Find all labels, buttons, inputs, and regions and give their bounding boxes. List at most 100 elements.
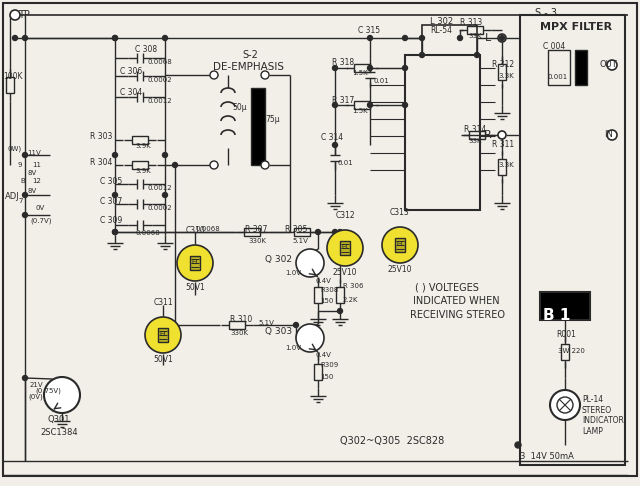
Text: 3W 220: 3W 220 bbox=[558, 348, 585, 354]
Circle shape bbox=[419, 35, 424, 40]
Circle shape bbox=[22, 212, 28, 218]
Text: RL-54: RL-54 bbox=[430, 26, 452, 35]
Bar bbox=[498, 159, 506, 175]
Text: Θ: Θ bbox=[191, 259, 196, 265]
Bar bbox=[158, 328, 168, 342]
Text: 330K: 330K bbox=[230, 330, 248, 336]
Text: 0V: 0V bbox=[36, 205, 45, 211]
Text: C 304: C 304 bbox=[120, 88, 142, 97]
Text: R 317: R 317 bbox=[332, 96, 355, 105]
Bar bbox=[467, 26, 483, 34]
Text: 12: 12 bbox=[32, 178, 41, 184]
Text: R308: R308 bbox=[320, 287, 339, 293]
Circle shape bbox=[327, 230, 363, 266]
Bar bbox=[422, 25, 477, 55]
Text: (0.75V): (0.75V) bbox=[35, 388, 61, 395]
Text: Θ: Θ bbox=[396, 241, 402, 247]
Text: 0.4V: 0.4V bbox=[315, 278, 331, 284]
Text: R 306: R 306 bbox=[343, 283, 364, 289]
Circle shape bbox=[261, 71, 269, 79]
Bar bbox=[354, 101, 370, 109]
Circle shape bbox=[163, 153, 168, 157]
Bar bbox=[229, 321, 245, 329]
Text: Θ: Θ bbox=[159, 331, 164, 337]
Text: 33K: 33K bbox=[468, 33, 481, 39]
Circle shape bbox=[337, 229, 342, 235]
Bar bbox=[190, 256, 200, 270]
Text: 50μ: 50μ bbox=[232, 104, 246, 112]
Bar bbox=[6, 77, 14, 93]
Text: 8V: 8V bbox=[27, 188, 36, 194]
Text: C 306: C 306 bbox=[120, 67, 142, 76]
Circle shape bbox=[403, 103, 408, 107]
Bar bbox=[469, 131, 485, 139]
Text: C311: C311 bbox=[153, 298, 173, 307]
Text: C312: C312 bbox=[335, 211, 355, 220]
Text: 0.01: 0.01 bbox=[338, 160, 354, 166]
Circle shape bbox=[22, 376, 28, 381]
Circle shape bbox=[113, 35, 118, 40]
Circle shape bbox=[113, 153, 118, 157]
Text: Q 303: Q 303 bbox=[265, 327, 292, 336]
Text: R 304: R 304 bbox=[90, 158, 113, 167]
Text: 0.0068: 0.0068 bbox=[147, 59, 172, 65]
Text: C 307: C 307 bbox=[100, 197, 122, 206]
Bar bbox=[561, 344, 569, 360]
Text: 50V1: 50V1 bbox=[153, 355, 173, 364]
Text: R 307: R 307 bbox=[245, 225, 268, 234]
Circle shape bbox=[607, 130, 617, 140]
Text: 21V: 21V bbox=[30, 382, 44, 388]
Bar bbox=[314, 287, 322, 303]
Circle shape bbox=[333, 142, 337, 147]
Circle shape bbox=[210, 71, 218, 79]
Text: 0.0002: 0.0002 bbox=[147, 205, 172, 211]
Circle shape bbox=[382, 227, 418, 263]
Circle shape bbox=[261, 161, 269, 169]
Text: 2.2K: 2.2K bbox=[343, 297, 358, 303]
Text: B: B bbox=[20, 178, 25, 184]
Text: Θ: Θ bbox=[341, 244, 347, 250]
Text: L 302: L 302 bbox=[430, 17, 453, 26]
Text: LAMP: LAMP bbox=[582, 427, 603, 436]
Bar bbox=[251, 88, 265, 165]
Bar bbox=[540, 292, 590, 320]
Text: PL-14: PL-14 bbox=[582, 395, 603, 404]
Circle shape bbox=[333, 66, 337, 70]
Text: 0.0002: 0.0002 bbox=[147, 77, 172, 83]
Circle shape bbox=[145, 317, 181, 353]
Text: C310: C310 bbox=[185, 226, 205, 235]
Text: 5.1V: 5.1V bbox=[258, 320, 274, 326]
Circle shape bbox=[113, 229, 118, 235]
Circle shape bbox=[498, 34, 506, 42]
Bar bbox=[340, 241, 350, 255]
Text: 3.3K: 3.3K bbox=[498, 73, 514, 79]
Text: 150: 150 bbox=[320, 374, 333, 380]
Bar bbox=[294, 228, 310, 236]
Text: 3.9K: 3.9K bbox=[135, 168, 151, 174]
Circle shape bbox=[499, 35, 504, 40]
Text: 33K: 33K bbox=[468, 138, 481, 144]
Circle shape bbox=[113, 192, 118, 197]
Text: 0.4V: 0.4V bbox=[315, 352, 331, 358]
Text: IN: IN bbox=[604, 130, 613, 139]
Text: 0.0012: 0.0012 bbox=[147, 98, 172, 104]
Circle shape bbox=[22, 153, 28, 157]
Circle shape bbox=[10, 10, 20, 20]
Circle shape bbox=[316, 229, 321, 235]
Text: Q 302: Q 302 bbox=[265, 255, 292, 264]
Text: R 311: R 311 bbox=[492, 140, 514, 149]
Text: 11V: 11V bbox=[27, 150, 41, 156]
Text: 1.0V: 1.0V bbox=[285, 345, 301, 351]
Circle shape bbox=[22, 35, 28, 40]
Circle shape bbox=[419, 52, 424, 57]
Circle shape bbox=[403, 35, 408, 40]
Text: STEREO: STEREO bbox=[582, 406, 612, 415]
Text: (0V): (0V) bbox=[28, 394, 43, 400]
Text: L: L bbox=[485, 33, 491, 43]
Text: MPX FILTER: MPX FILTER bbox=[540, 22, 612, 32]
Text: 0.01: 0.01 bbox=[373, 78, 388, 84]
Bar bbox=[314, 364, 322, 380]
Circle shape bbox=[44, 377, 80, 413]
Bar bbox=[336, 287, 344, 303]
Text: 9: 9 bbox=[18, 162, 22, 168]
